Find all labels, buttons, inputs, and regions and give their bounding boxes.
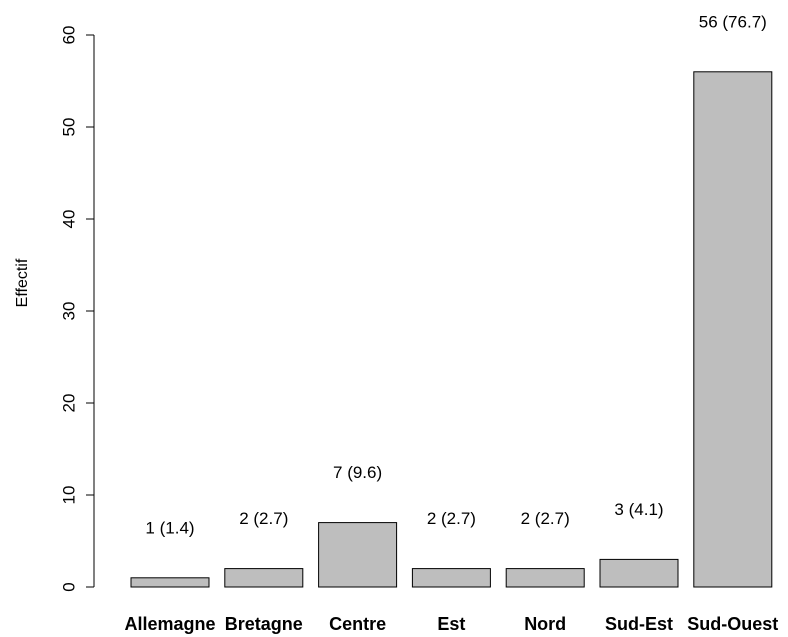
data-label: 1 (1.4) [145,518,194,537]
bars [130,71,773,588]
y-tick-label: 30 [60,302,79,321]
data-label: 56 (76.7) [699,13,767,32]
x-category-label: Est [437,614,465,634]
data-labels: 1 (1.4) 2 (2.7) 7 (9.6) 2 (2.7) 2 (2.7) 3 (4.… [145,13,766,538]
bar-nord [505,568,585,588]
y-tick-label: 10 [60,486,79,505]
x-category-label: Nord [524,614,566,634]
y-tick-label: 40 [60,210,79,229]
bar-sud-ouest [693,71,773,588]
data-label: 2 (2.7) [427,509,476,528]
y-tick-label: 60 [60,26,79,45]
x-category-label: Centre [329,614,386,634]
bar-centre [318,522,398,588]
data-label: 7 (9.6) [333,463,382,482]
x-category-label: Allemagne [124,614,215,634]
x-category-label: Sud-Ouest [687,614,778,634]
y-axis-title: Effectif [14,258,31,307]
y-tick-label: 0 [60,582,79,591]
bar-allemagne [130,577,210,588]
y-axis: 0 10 20 30 40 50 60 [60,26,95,592]
bar-est [411,568,491,588]
data-label: 2 (2.7) [521,509,570,528]
bar-sud-est [599,558,679,588]
category-labels: Allemagne Bretagne Centre Est Nord Sud-Est Sud… [124,614,778,634]
data-label: 3 (4.1) [614,500,663,519]
y-tick-label: 50 [60,118,79,137]
bar-bretagne [224,568,304,588]
data-label: 2 (2.7) [239,509,288,528]
x-category-label: Sud-Est [605,614,673,634]
y-tick-label: 20 [60,394,79,413]
x-category-label: Bretagne [225,614,303,634]
